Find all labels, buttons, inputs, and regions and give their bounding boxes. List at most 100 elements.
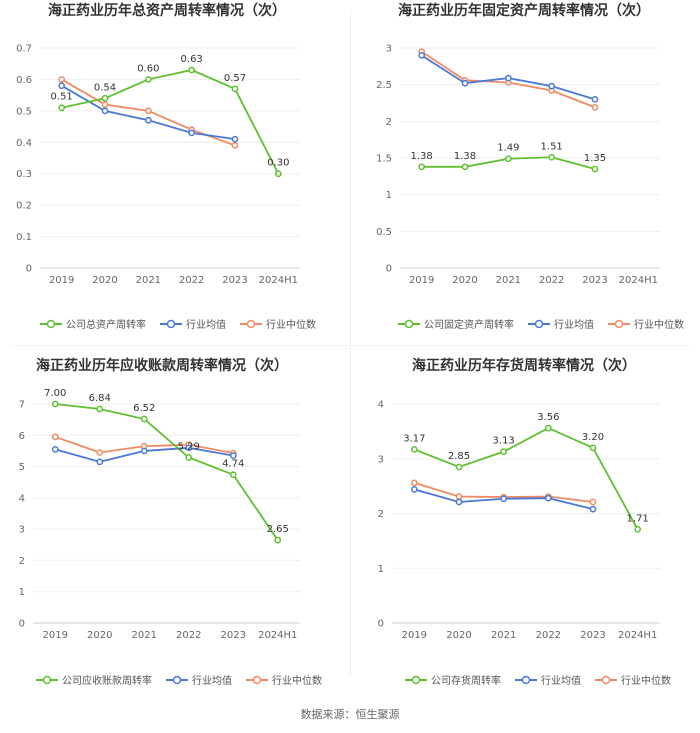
legend-label: 行业中位数 [634,320,684,331]
data-label: 1.49 [497,143,519,154]
data-point [96,458,104,466]
legend-line-icon [608,319,630,328]
y-tick-label: 2 [19,556,25,567]
data-point [455,498,463,506]
data-point [58,76,66,83]
chart-legend: 公司总资产周转率 行业均值 行业中位数 [40,316,316,331]
data-point [634,526,642,533]
data-point [410,446,418,453]
chart-title: 海正药业历年应收账款周转率情况（次） [36,358,288,374]
data-point [144,76,152,83]
chart-legend: 公司应收账款周转率 行业均值 行业中位数 [36,672,322,687]
legend-company[interactable]: 公司存货周转率 [405,672,501,687]
data-label: 4.74 [222,459,244,470]
legend-company[interactable]: 公司应收账款周转率 [36,672,152,687]
legend-line-icon [240,319,262,328]
y-tick-label: 0.4 [16,138,32,149]
data-point [461,79,469,87]
y-tick-label: 0 [26,264,32,275]
legend-industry-avg[interactable]: 行业均值 [160,316,226,331]
data-label: 0.57 [224,73,246,84]
data-label: 0.54 [94,82,116,93]
legend-company[interactable]: 公司固定资产周转率 [398,316,514,331]
y-tick-label: 7 [19,400,25,411]
receivables-turnover-panel: 海正药业历年应收账款周转率情况（次） 0 1 2 3 4 5 6 7 2019 2020 2021 2… [0,345,350,690]
chart-title: 海正药业历年固定资产周转率情况（次） [398,3,650,19]
data-point [185,444,193,452]
data-point [591,95,599,103]
y-tick-label: 1 [378,564,384,575]
data-point [231,142,239,149]
total-asset-turnover-plot: 0 0.1 0.2 0.3 0.4 0.5 0.6 0.7 2019 2020 2021 2022 20… [16,44,300,286]
inventory-turnover-plot: 0 1 2 3 4 2019 2020 2021 2022 2023 2024H1 3.17 2.85 3… [378,400,660,641]
data-point [96,449,104,456]
legend-line-icon [515,675,537,684]
legend-label: 公司总资产周转率 [66,320,146,331]
chart-legend: 公司固定资产周转率 行业均值 行业中位数 [398,316,684,331]
y-tick-label: 0 [378,619,384,630]
data-point [455,493,463,500]
data-label: 3.20 [582,432,604,443]
data-point [274,170,282,178]
x-tick-label: 2019 [43,630,68,641]
legend-industry-median[interactable]: 行业中位数 [595,672,671,687]
data-label: 3.13 [493,436,515,447]
legend-label: 行业中位数 [621,676,671,687]
x-tick-label: 2024H1 [258,630,297,641]
legend-line-icon [246,675,268,684]
data-label: 7.00 [44,388,66,399]
legend-industry-median[interactable]: 行业中位数 [608,316,684,331]
data-point [461,163,469,171]
legend-industry-avg[interactable]: 行业均值 [166,672,232,687]
x-tick-label: 2020 [92,275,117,286]
horizontal-divider [10,345,690,346]
legend-line-icon [166,675,188,684]
x-tick-label: 2021 [496,275,521,286]
x-tick-label: 2023 [582,275,607,286]
legend-line-icon [398,319,420,328]
data-point [185,454,193,461]
legend-label: 行业均值 [554,320,594,331]
y-tick-label: 1.5 [376,154,392,165]
x-tick-label: 2024H1 [259,275,298,286]
company-series-line [55,403,279,541]
vertical-divider [350,10,351,675]
data-label: 6.84 [89,393,111,404]
data-label: 2.85 [448,451,470,462]
x-tick-label: 2022 [176,630,201,641]
data-point [544,494,552,502]
data-point [591,165,599,173]
legend-label: 公司固定资产周转率 [424,320,514,331]
data-point [410,479,418,487]
company-series-line [414,427,639,530]
y-tick-label: 3 [19,525,25,536]
data-point [500,495,508,503]
y-tick-label: 4 [19,493,25,504]
x-tick-label: 2024H1 [618,630,657,641]
data-point [504,155,512,163]
y-tick-label: 2.5 [376,80,392,91]
data-point [188,66,196,74]
legend-industry-median[interactable]: 行业中位数 [240,316,316,331]
x-tick-label: 2019 [409,275,434,286]
legend-line-icon [405,675,427,684]
data-point [231,85,239,93]
legend-industry-avg[interactable]: 行业均值 [515,672,581,687]
data-point [591,104,599,111]
y-tick-label: 0.1 [16,232,32,243]
legend-company[interactable]: 公司总资产周转率 [40,316,146,331]
inventory-turnover-panel: 海正药业历年存货周转率情况（次） 0 1 2 3 4 2019 2020 2021 2022 20… [350,345,700,690]
legend-line-icon [528,319,550,328]
legend-industry-median[interactable]: 行业中位数 [246,672,322,687]
legend-industry-avg[interactable]: 行业均值 [528,316,594,331]
x-tick-label: 2022 [539,275,564,286]
data-point [229,471,237,479]
data-point [101,101,109,108]
data-label: 1.38 [411,151,433,162]
y-tick-label: 3 [386,44,392,55]
data-point [96,405,104,413]
fixed-asset-turnover-panel: 海正药业历年固定资产周转率情况（次） 0 0.5 1 1.5 2 2.5 3 2019 2020… [350,0,700,345]
data-point [274,536,282,544]
data-point [188,129,196,137]
